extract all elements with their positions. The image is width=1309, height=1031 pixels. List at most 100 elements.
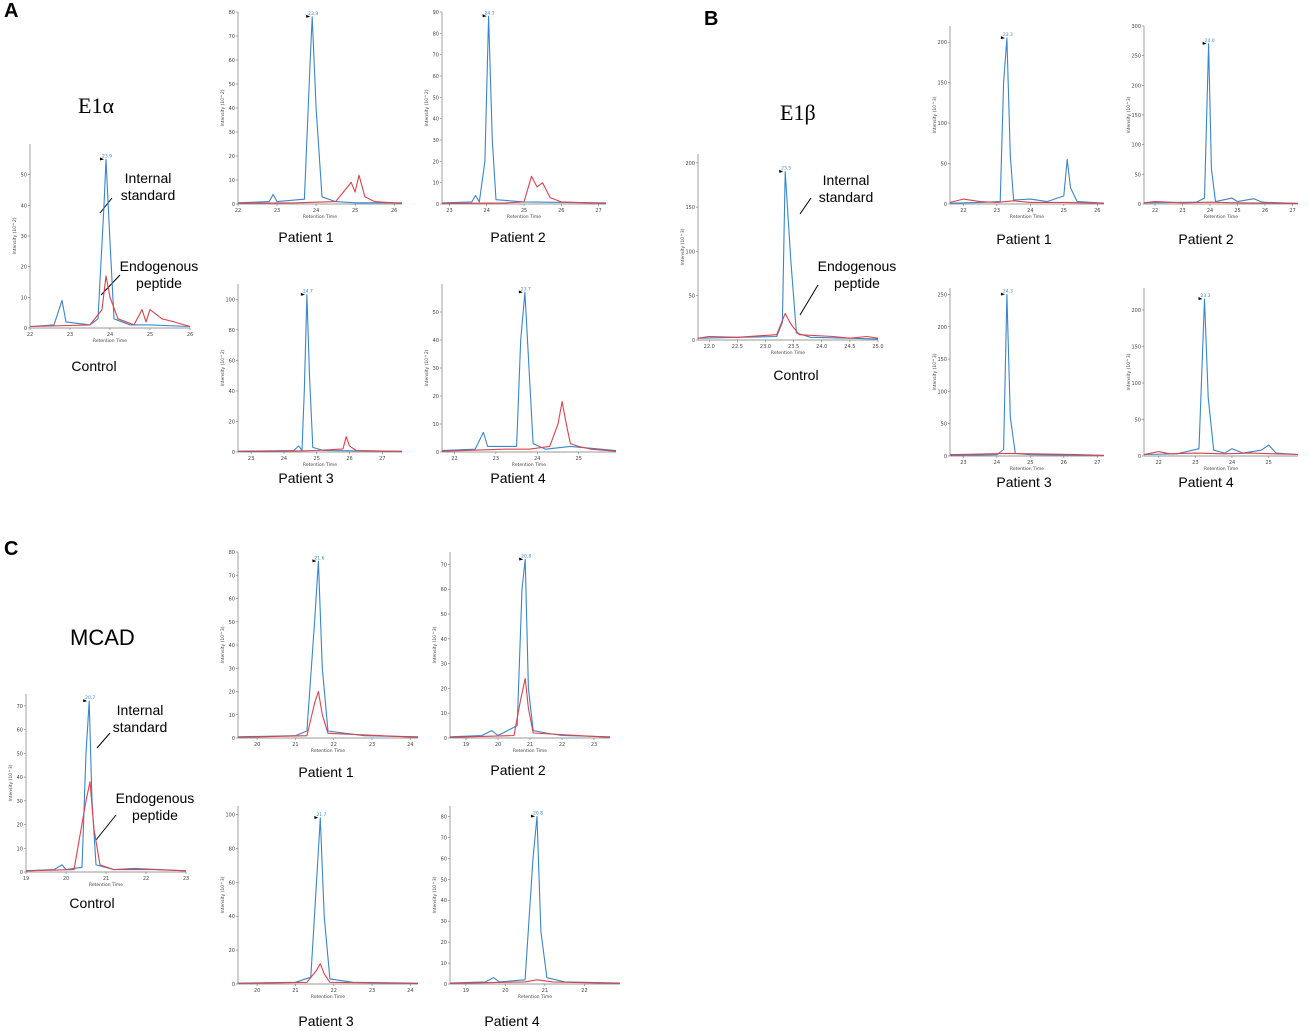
y-tick-label: 70 <box>229 34 235 40</box>
x-tick-label: 25 <box>576 456 582 462</box>
y-tick-label: 250 <box>937 292 947 298</box>
x-tick-label: 23 <box>248 456 254 462</box>
y-tick-label: 200 <box>685 161 695 167</box>
x-tick-label: 22.0 <box>704 344 715 350</box>
series-line-endogenous <box>949 198 1105 204</box>
peak-marker <box>1198 296 1203 300</box>
chromatogram-b-patient-2: 0 50 100 150 200 250 300 22 23 24 25 26 27 Retention … <box>1126 24 1299 220</box>
y-tick-label: 50 <box>433 310 439 316</box>
series-line-endogenous <box>237 436 403 453</box>
y-tick-label: 30 <box>441 662 447 668</box>
series-line-internal-standard <box>1143 298 1299 456</box>
series-line-internal-standard <box>441 291 617 452</box>
y-axis-label: Intensity (10^2) <box>424 349 430 386</box>
x-axis-label: Retention Time <box>512 462 546 468</box>
caption-b-control: Control <box>773 367 819 383</box>
y-tick-label: 40 <box>229 389 235 395</box>
x-tick-label: 26 <box>187 332 193 338</box>
x-tick-label: 19 <box>23 876 29 882</box>
caption-b-patient-1: Patient 1 <box>996 231 1052 247</box>
x-tick-label: 21 <box>292 742 298 748</box>
y-tick-label: 10 <box>441 961 447 967</box>
caption-c-control: Control <box>69 895 115 911</box>
peak-marker <box>306 14 311 18</box>
x-tick-label: 25 <box>521 208 527 214</box>
x-tick-label: 27 <box>379 456 385 462</box>
x-tick-label: 22 <box>235 208 241 214</box>
y-tick-label: 100 <box>225 812 235 818</box>
x-tick-label: 24 <box>407 742 413 748</box>
x-tick-label: 23 <box>591 742 597 748</box>
series-line-internal-standard <box>237 817 419 984</box>
y-axis-label: Intensity (10^3) <box>680 228 686 265</box>
series-line-endogenous <box>949 452 1105 456</box>
x-tick-label: 25 <box>1234 208 1240 214</box>
peak-label: 20.8 <box>533 810 543 816</box>
y-tick-label: 10 <box>21 295 27 301</box>
y-tick-label: 40 <box>229 914 235 920</box>
x-tick-label: 25.0 <box>872 344 883 350</box>
x-tick-label: 22.5 <box>732 344 743 350</box>
x-tick-label: 24 <box>1229 460 1235 466</box>
peak-marker <box>1000 36 1005 40</box>
y-tick-label: 70 <box>229 573 235 579</box>
leader-line <box>99 197 113 214</box>
y-tick-label: 90 <box>433 10 439 16</box>
y-tick-label: 10 <box>229 178 235 184</box>
peak-marker <box>518 290 523 294</box>
series-line-internal-standard <box>237 560 419 738</box>
x-tick-label: 24 <box>994 460 1000 466</box>
x-tick-label: 24 <box>1027 208 1033 214</box>
y-tick-label: 20 <box>433 394 439 400</box>
y-tick-label: 150 <box>1131 344 1141 350</box>
y-tick-label: 0 <box>436 202 439 208</box>
chromatogram-a-patient-3: 0 20 40 60 80 100 23 24 25 26 27 Retention Time Inte… <box>220 284 403 468</box>
chromatogram-c-patient-4: 0 10 20 30 40 50 60 70 80 19 20 21 22 Retention Time I… <box>432 806 621 1000</box>
panel-letter-c: C <box>4 538 19 560</box>
series-line-endogenous <box>1143 201 1299 204</box>
y-axis-label: Intensity (10^2) <box>424 89 430 126</box>
y-tick-label: 60 <box>229 58 235 64</box>
chromatogram-a-patient-2: 0 10 20 30 40 50 60 70 80 90 23 24 25 26 27 Retention T… <box>424 10 607 220</box>
x-tick-label: 24 <box>534 456 540 462</box>
chromatogram-b-control: 0 50 100 150 200 22.0 22.5 23.0 23.5 24.0 24.5 25.0… <box>680 154 884 356</box>
x-tick-label: 22 <box>559 742 565 748</box>
x-tick-label: 23 <box>493 456 499 462</box>
caption-a-patient-4: Patient 4 <box>490 470 546 486</box>
y-axis-label: Intensity (10^2) <box>12 217 18 254</box>
series-line-internal-standard <box>237 294 403 452</box>
x-tick-label: 25 <box>1061 208 1067 214</box>
x-tick-label: 19 <box>463 742 469 748</box>
x-tick-label: 22 <box>27 332 33 338</box>
series-line-internal-standard <box>449 815 621 984</box>
y-tick-label: 10 <box>433 422 439 428</box>
y-tick-label: 40 <box>17 775 23 781</box>
y-tick-label: 10 <box>229 713 235 719</box>
peak-marker <box>83 699 88 703</box>
annotation-internal-standard-a: Internal standard <box>120 170 176 203</box>
y-tick-label: 60 <box>229 880 235 886</box>
x-tick-label: 24 <box>313 208 319 214</box>
y-tick-label: 100 <box>937 121 947 127</box>
peak-label: 21.7 <box>316 812 326 818</box>
x-axis-label: Retention Time <box>303 462 337 468</box>
y-tick-label: 50 <box>941 162 947 168</box>
panel-letter-a: A <box>4 0 19 22</box>
x-axis-label: Retention Time <box>311 748 345 754</box>
chromatogram-b-patient-1: 0 50 100 150 200 22 23 24 25 26 Retention Time Inte… <box>932 26 1105 220</box>
x-tick-label: 23 <box>369 988 375 994</box>
caption-b-patient-3: Patient 3 <box>996 474 1052 490</box>
x-axis-label: Retention Time <box>93 338 127 344</box>
peak-label: 23.3 <box>1200 293 1210 299</box>
series-line-endogenous <box>697 312 879 339</box>
peak-label: 21.6 <box>314 555 324 561</box>
x-tick-label: 26 <box>558 208 564 214</box>
chromatogram-b-patient-4: 0 50 100 150 200 22 23 24 25 Retention Time Intens… <box>1126 288 1299 472</box>
chromatogram-c-patient-2: 0 10 20 30 40 50 60 70 19 20 21 22 23 Retention Time I… <box>432 552 611 754</box>
leader-line <box>95 814 117 841</box>
y-tick-label: 50 <box>441 877 447 883</box>
x-tick-label: 25 <box>1265 460 1271 466</box>
peak-label: 23.7 <box>521 286 531 292</box>
x-axis-label: Retention Time <box>771 350 805 356</box>
y-tick-label: 300 <box>1131 24 1141 30</box>
